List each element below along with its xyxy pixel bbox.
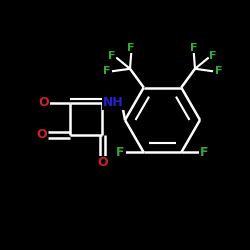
Text: F: F: [108, 51, 116, 61]
Text: NH: NH: [104, 96, 124, 109]
Text: O: O: [38, 96, 48, 109]
Text: F: F: [190, 42, 198, 52]
Text: F: F: [116, 146, 125, 159]
Text: F: F: [103, 66, 110, 76]
Text: O: O: [97, 156, 108, 170]
Text: O: O: [37, 128, 47, 141]
Text: F: F: [128, 42, 135, 52]
Text: F: F: [215, 66, 222, 76]
Text: F: F: [200, 146, 209, 159]
Text: F: F: [210, 51, 217, 61]
